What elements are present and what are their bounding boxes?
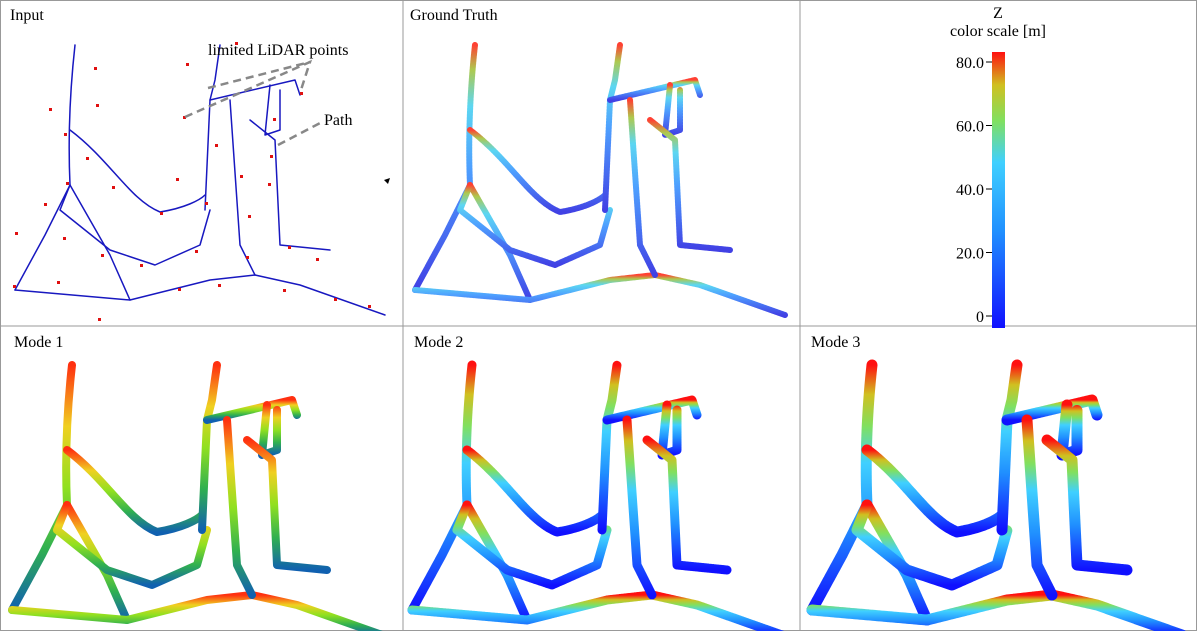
path-network	[412, 365, 782, 631]
lidar-points	[13, 42, 371, 321]
tick-label: 80.0	[956, 55, 984, 72]
path-network	[14, 44, 386, 316]
marker	[384, 178, 390, 184]
panel-title: Ground Truth	[410, 7, 498, 24]
path-network	[415, 45, 785, 315]
annotation: limited LiDAR points	[208, 42, 348, 59]
panel-title: Mode 3	[811, 334, 860, 351]
colorbar-title: Z	[993, 5, 1003, 22]
colorbar-subtitle: color scale [m]	[950, 23, 1046, 40]
tick-label: 20.0	[956, 246, 984, 263]
panel-title: Mode 1	[14, 334, 63, 351]
tick-label: 0	[976, 309, 984, 326]
panel-title: Input	[10, 7, 44, 24]
path-network	[12, 365, 382, 631]
panel-title: Mode 2	[414, 334, 463, 351]
tick-label: 40.0	[956, 182, 984, 199]
path-network	[812, 365, 1182, 631]
annotation-leaders	[184, 59, 323, 147]
colorbar: Z color scale [m] 0 20.0 40.0 60.0 80.0	[950, 5, 1046, 328]
annotation: Path	[324, 112, 352, 129]
colorbar-scale	[992, 52, 1005, 328]
tick-label: 60.0	[956, 119, 984, 136]
